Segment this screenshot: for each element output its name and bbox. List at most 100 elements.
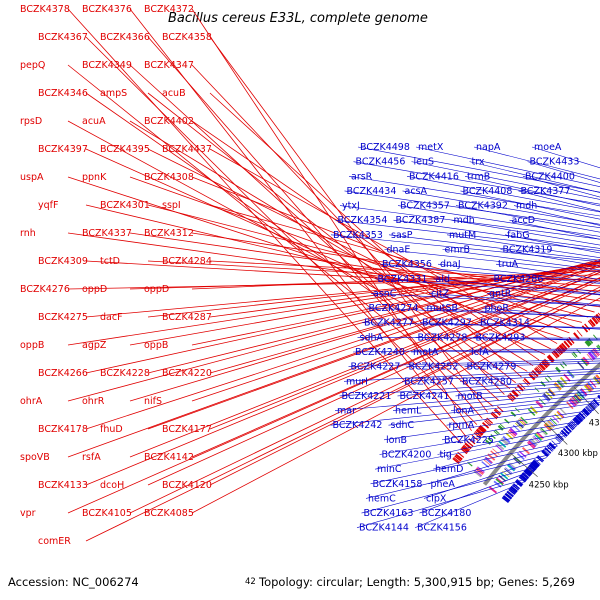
gene-label: BCZK4278 bbox=[418, 332, 468, 343]
leader-line bbox=[388, 234, 600, 261]
feature-mark bbox=[548, 442, 556, 450]
gene-label: rsfA bbox=[82, 452, 101, 463]
gene-label: BCZK4220 bbox=[162, 368, 212, 379]
leader-line bbox=[357, 337, 600, 339]
feature-mark bbox=[539, 362, 546, 370]
leader-line bbox=[414, 480, 526, 528]
feature-mark bbox=[581, 409, 589, 417]
gene-label: BCZK4284 bbox=[162, 256, 212, 267]
feature-mark bbox=[460, 447, 468, 455]
feature-mark bbox=[495, 444, 503, 452]
gene-label: BCZK4402 bbox=[144, 116, 194, 127]
gene-label: dacF bbox=[100, 312, 123, 323]
feature-mark bbox=[507, 394, 515, 401]
feature-mark bbox=[593, 334, 598, 340]
feature-mark bbox=[553, 349, 560, 357]
leader-line bbox=[357, 146, 600, 193]
feature-mark bbox=[487, 437, 493, 443]
feature-mark bbox=[518, 419, 526, 427]
feature-mark bbox=[519, 418, 527, 425]
leader-line bbox=[518, 190, 600, 212]
leader-line bbox=[370, 293, 600, 307]
feature-mark bbox=[504, 493, 512, 500]
leader-line bbox=[353, 161, 600, 205]
leader-line bbox=[424, 307, 600, 318]
gene-label: trmB bbox=[467, 171, 490, 182]
leader-line bbox=[209, 92, 522, 378]
feature-mark bbox=[518, 450, 527, 458]
feature-mark bbox=[474, 430, 482, 438]
leader-line bbox=[473, 146, 600, 180]
feature-mark bbox=[473, 432, 481, 439]
feature-mark bbox=[577, 413, 584, 421]
gene-label: BCZK4279 bbox=[467, 362, 517, 373]
leader-line bbox=[473, 337, 600, 342]
feature-mark bbox=[576, 414, 584, 422]
gene-label: phoR bbox=[485, 303, 510, 314]
gene-label: BCZK4400 bbox=[525, 171, 575, 182]
feature-mark bbox=[559, 363, 565, 369]
feature-mark bbox=[486, 417, 494, 424]
feature-mark bbox=[495, 478, 504, 486]
gene-label: lonA bbox=[453, 406, 474, 417]
gene-label: ppnK bbox=[82, 172, 107, 183]
gene-label: BCZK4416 bbox=[409, 171, 459, 182]
gene-label: BCZK4105 bbox=[82, 508, 132, 519]
leader-line bbox=[410, 350, 600, 353]
feature-mark bbox=[509, 427, 518, 436]
leader-line bbox=[147, 92, 516, 384]
feature-mark bbox=[504, 468, 512, 475]
feature-mark bbox=[573, 332, 580, 340]
gene-label: BCZK4227 bbox=[351, 362, 401, 373]
leader-line bbox=[432, 434, 569, 470]
feature-mark bbox=[498, 424, 504, 430]
leader-line bbox=[129, 269, 600, 458]
topology-text: Topology: circular; Length: 5,300,915 bp… bbox=[258, 575, 575, 589]
feature-mark bbox=[506, 395, 514, 402]
tick-mark bbox=[541, 419, 568, 445]
leader-line bbox=[209, 36, 489, 413]
feature-mark bbox=[588, 351, 596, 360]
leader-line bbox=[330, 234, 600, 263]
gene-label: citZ bbox=[431, 288, 450, 299]
gene-label: BCZK4367 bbox=[38, 32, 88, 43]
gene-label: BCZK4144 bbox=[359, 523, 409, 534]
gene-label: BCZK4387 bbox=[396, 215, 446, 226]
gene-label: truA bbox=[498, 259, 519, 270]
leader-line bbox=[67, 277, 600, 514]
gene-label: rnh bbox=[20, 228, 36, 239]
feature-mark bbox=[545, 391, 553, 399]
gene-label: BCZK4221 bbox=[342, 391, 392, 402]
feature-mark bbox=[496, 477, 505, 485]
gene-label: BCZK4308 bbox=[144, 172, 194, 183]
gene-label: dnaE bbox=[387, 245, 411, 256]
feature-mark bbox=[490, 434, 496, 439]
feature-mark bbox=[574, 416, 581, 424]
gene-label: BCZK4177 bbox=[162, 424, 212, 435]
gene-label: BCZK4133 bbox=[38, 480, 88, 491]
feature-mark bbox=[501, 496, 510, 504]
gene-label: motA bbox=[413, 347, 439, 358]
leader-line bbox=[477, 322, 600, 330]
leader-line bbox=[469, 161, 600, 193]
leader-line bbox=[356, 477, 529, 529]
tick-label: 4300 kbp bbox=[558, 449, 598, 459]
gene-label: hemD bbox=[435, 464, 463, 475]
feature-mark bbox=[474, 469, 483, 477]
leader-line bbox=[486, 293, 600, 306]
leader-line bbox=[344, 190, 600, 228]
feature-mark bbox=[537, 365, 544, 372]
gene-label: BCZK4346 bbox=[38, 88, 88, 99]
feature-mark bbox=[577, 361, 585, 370]
feature-mark bbox=[467, 461, 473, 467]
leader-line bbox=[209, 260, 600, 282]
feature-mark bbox=[549, 417, 558, 425]
feature-mark bbox=[461, 446, 469, 453]
leader-line bbox=[513, 205, 600, 226]
accession-text: Accession: NC_006274 bbox=[8, 575, 139, 589]
gene-label: ald bbox=[436, 274, 451, 285]
feature-mark bbox=[512, 389, 519, 397]
feature-mark bbox=[509, 487, 517, 494]
leader-line bbox=[446, 402, 600, 426]
